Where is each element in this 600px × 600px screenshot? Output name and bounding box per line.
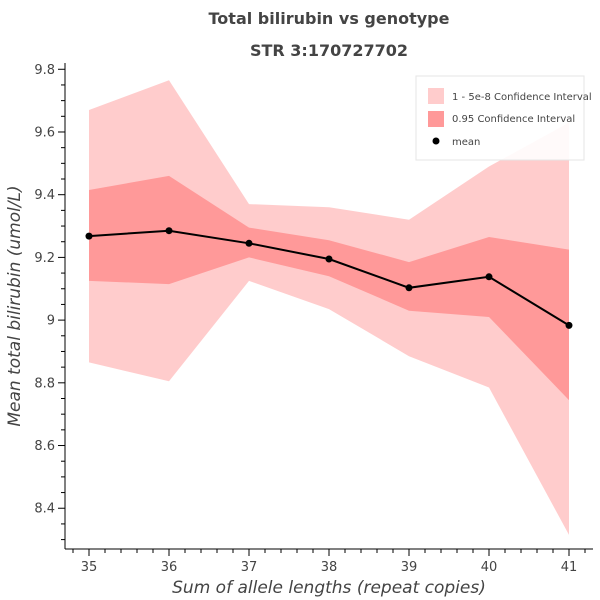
mean-point <box>325 255 333 263</box>
y-tick-label: 8.8 <box>34 376 55 391</box>
y-tick-label: 9.4 <box>34 188 55 203</box>
x-tick-label: 36 <box>161 560 178 575</box>
mean-point <box>485 273 493 281</box>
mean-point <box>565 321 573 329</box>
legend-label-mean: mean <box>452 137 480 148</box>
mean-point <box>165 227 173 235</box>
y-tick-label: 9.6 <box>34 125 55 140</box>
y-tick-label: 9 <box>47 314 55 329</box>
legend-marker-mean <box>432 137 440 145</box>
x-tick-label: 37 <box>241 560 258 575</box>
y-axis-label: Mean total bilirubin (umol/L) <box>5 185 25 426</box>
x-tick-label: 35 <box>81 560 98 575</box>
x-ticks: 35 36 37 38 39 40 41 <box>72 549 586 575</box>
mean-point <box>245 239 253 247</box>
x-tick-label: 39 <box>401 560 418 575</box>
mean-point <box>405 284 413 292</box>
y-tick-label: 8.4 <box>34 502 55 517</box>
band-wide-ci <box>89 80 569 535</box>
legend-swatch-wide-ci <box>428 88 444 104</box>
band-95-ci <box>89 175 569 401</box>
axes: 8.4 8.6 8.8 9 9.2 9.4 9.6 9.8 35 36 37 38 39 40 41 <box>34 63 593 575</box>
mean-series <box>85 227 573 329</box>
legend: 1 - 5e-8 Confidence Interval 0.95 Confid… <box>415 75 592 161</box>
confidence-bands <box>89 80 569 535</box>
x-tick-label: 38 <box>321 560 338 575</box>
chart-subtitle: STR 3:170727702 <box>250 41 408 60</box>
legend-label-wide-ci: 1 - 5e-8 Confidence Interval <box>452 92 592 103</box>
legend-swatch-95-ci <box>428 111 444 127</box>
mean-point <box>85 232 93 240</box>
x-tick-label: 40 <box>481 560 498 575</box>
y-tick-label: 8.6 <box>34 439 55 454</box>
y-tick-label: 9.2 <box>34 251 55 266</box>
y-ticks: 8.4 8.6 8.8 9 9.2 9.4 9.6 9.8 <box>34 63 65 541</box>
legend-label-95-ci: 0.95 Confidence Interval <box>452 114 575 125</box>
x-axis-label: Sum of allele lengths (repeat copies) <box>172 578 486 598</box>
y-tick-label: 9.8 <box>34 63 55 78</box>
x-tick-label: 41 <box>561 560 578 575</box>
chart-title: Total bilirubin vs genotype <box>209 9 450 28</box>
